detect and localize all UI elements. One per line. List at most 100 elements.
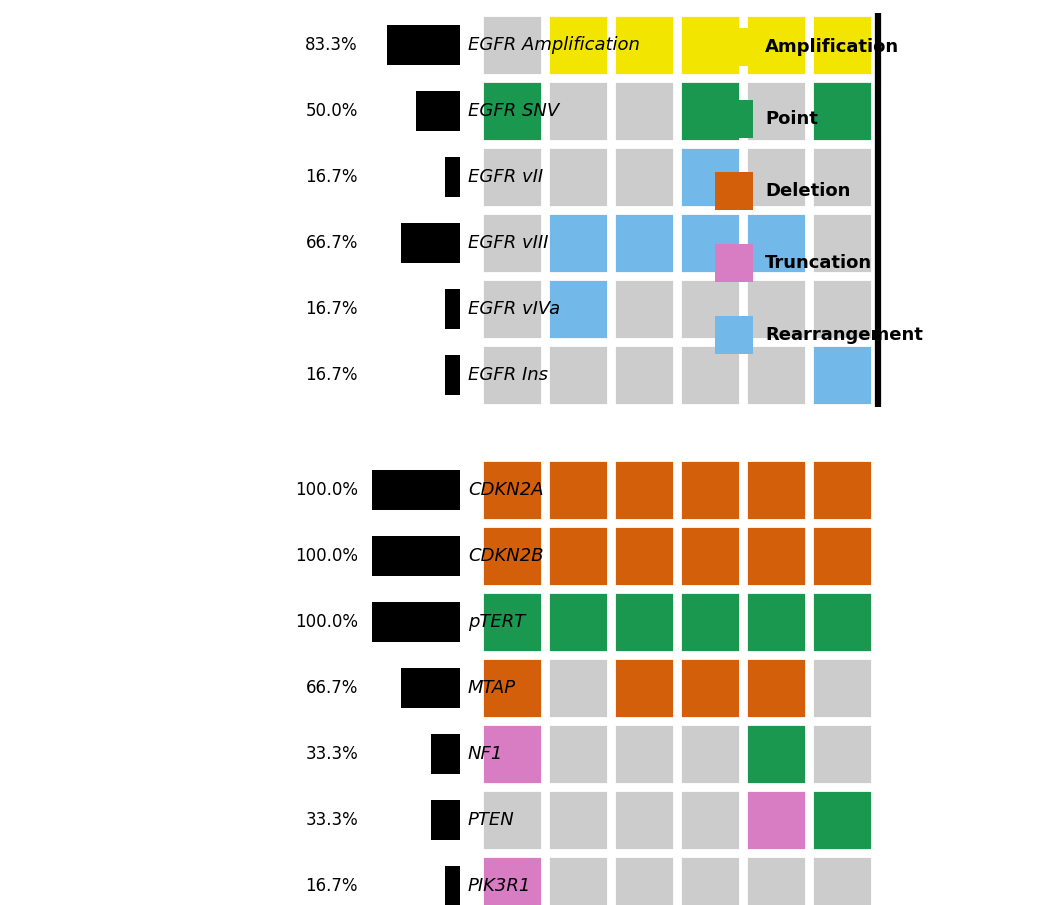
Bar — [482, 81, 542, 141]
Bar — [680, 592, 740, 652]
Text: EGFR Ins: EGFR Ins — [468, 366, 548, 384]
Bar — [401, 223, 460, 263]
Bar — [372, 470, 460, 510]
Bar — [812, 213, 871, 273]
Bar — [812, 279, 871, 339]
Text: 100.0%: 100.0% — [295, 547, 358, 565]
Text: Truncation: Truncation — [765, 254, 873, 272]
Bar — [680, 147, 740, 207]
Bar — [401, 668, 460, 709]
Bar — [482, 526, 542, 586]
Text: EGFR Amplification: EGFR Amplification — [468, 36, 639, 54]
Text: EGFR SNV: EGFR SNV — [468, 102, 560, 120]
Bar — [680, 345, 740, 405]
Bar — [548, 790, 608, 850]
Text: 66.7%: 66.7% — [306, 234, 358, 252]
Bar — [746, 81, 806, 141]
Text: EGFR vIVa: EGFR vIVa — [468, 300, 560, 318]
Bar — [746, 526, 806, 586]
Text: PIK3R1: PIK3R1 — [468, 877, 531, 895]
Bar — [680, 81, 740, 141]
Bar — [614, 213, 674, 273]
Bar — [548, 856, 608, 905]
Bar — [812, 526, 871, 586]
Bar — [746, 147, 806, 207]
Text: EGFR vIII: EGFR vIII — [468, 234, 548, 252]
Bar — [482, 279, 542, 339]
Bar — [715, 316, 753, 354]
Bar — [614, 592, 674, 652]
Bar — [548, 15, 608, 75]
Bar — [746, 724, 806, 784]
Bar — [548, 724, 608, 784]
Bar — [548, 658, 608, 718]
Bar — [680, 790, 740, 850]
Bar — [680, 213, 740, 273]
Bar — [482, 213, 542, 273]
Bar — [680, 279, 740, 339]
Bar — [812, 81, 871, 141]
Bar — [614, 724, 674, 784]
Bar — [430, 734, 460, 775]
Bar — [614, 526, 674, 586]
Bar — [445, 355, 460, 395]
Text: 16.7%: 16.7% — [306, 168, 358, 186]
Bar — [812, 15, 871, 75]
Bar — [548, 526, 608, 586]
Bar — [548, 81, 608, 141]
Text: Deletion: Deletion — [765, 182, 850, 200]
Bar — [416, 90, 460, 131]
Bar — [680, 856, 740, 905]
Bar — [482, 724, 542, 784]
Bar — [482, 658, 542, 718]
Bar — [430, 800, 460, 841]
Bar — [812, 790, 871, 850]
Bar — [812, 856, 871, 905]
Text: 66.7%: 66.7% — [306, 679, 358, 697]
Bar — [372, 536, 460, 576]
Bar — [445, 865, 460, 905]
Text: EGFR vII: EGFR vII — [468, 168, 543, 186]
Text: 16.7%: 16.7% — [306, 877, 358, 895]
Bar — [482, 856, 542, 905]
Text: Point: Point — [765, 110, 818, 128]
Bar — [746, 592, 806, 652]
Text: MTAP: MTAP — [468, 679, 517, 697]
Bar — [614, 345, 674, 405]
Bar — [680, 526, 740, 586]
Bar — [614, 279, 674, 339]
Text: NF1: NF1 — [468, 745, 503, 763]
Bar — [680, 658, 740, 718]
Bar — [746, 279, 806, 339]
Bar — [372, 602, 460, 643]
Bar — [812, 147, 871, 207]
Text: CDKN2B: CDKN2B — [468, 547, 544, 565]
Text: 33.3%: 33.3% — [306, 811, 358, 829]
Bar — [482, 147, 542, 207]
Text: 33.3%: 33.3% — [306, 745, 358, 763]
Bar — [812, 658, 871, 718]
Text: Amplification: Amplification — [765, 38, 899, 56]
Bar — [482, 460, 542, 520]
Bar — [482, 790, 542, 850]
Bar — [746, 345, 806, 405]
Text: 50.0%: 50.0% — [306, 102, 358, 120]
Bar — [482, 15, 542, 75]
Bar — [548, 345, 608, 405]
Bar — [715, 100, 753, 138]
Text: 16.7%: 16.7% — [306, 366, 358, 384]
Bar — [812, 460, 871, 520]
Bar — [746, 213, 806, 273]
Bar — [746, 658, 806, 718]
Bar — [812, 724, 871, 784]
Bar — [548, 279, 608, 339]
Bar — [680, 724, 740, 784]
Text: 100.0%: 100.0% — [295, 481, 358, 499]
Bar — [614, 790, 674, 850]
Bar — [386, 24, 460, 65]
Bar — [746, 15, 806, 75]
Text: pTERT: pTERT — [468, 613, 525, 631]
Bar — [548, 592, 608, 652]
Text: Rearrangement: Rearrangement — [765, 326, 923, 344]
Bar — [614, 460, 674, 520]
